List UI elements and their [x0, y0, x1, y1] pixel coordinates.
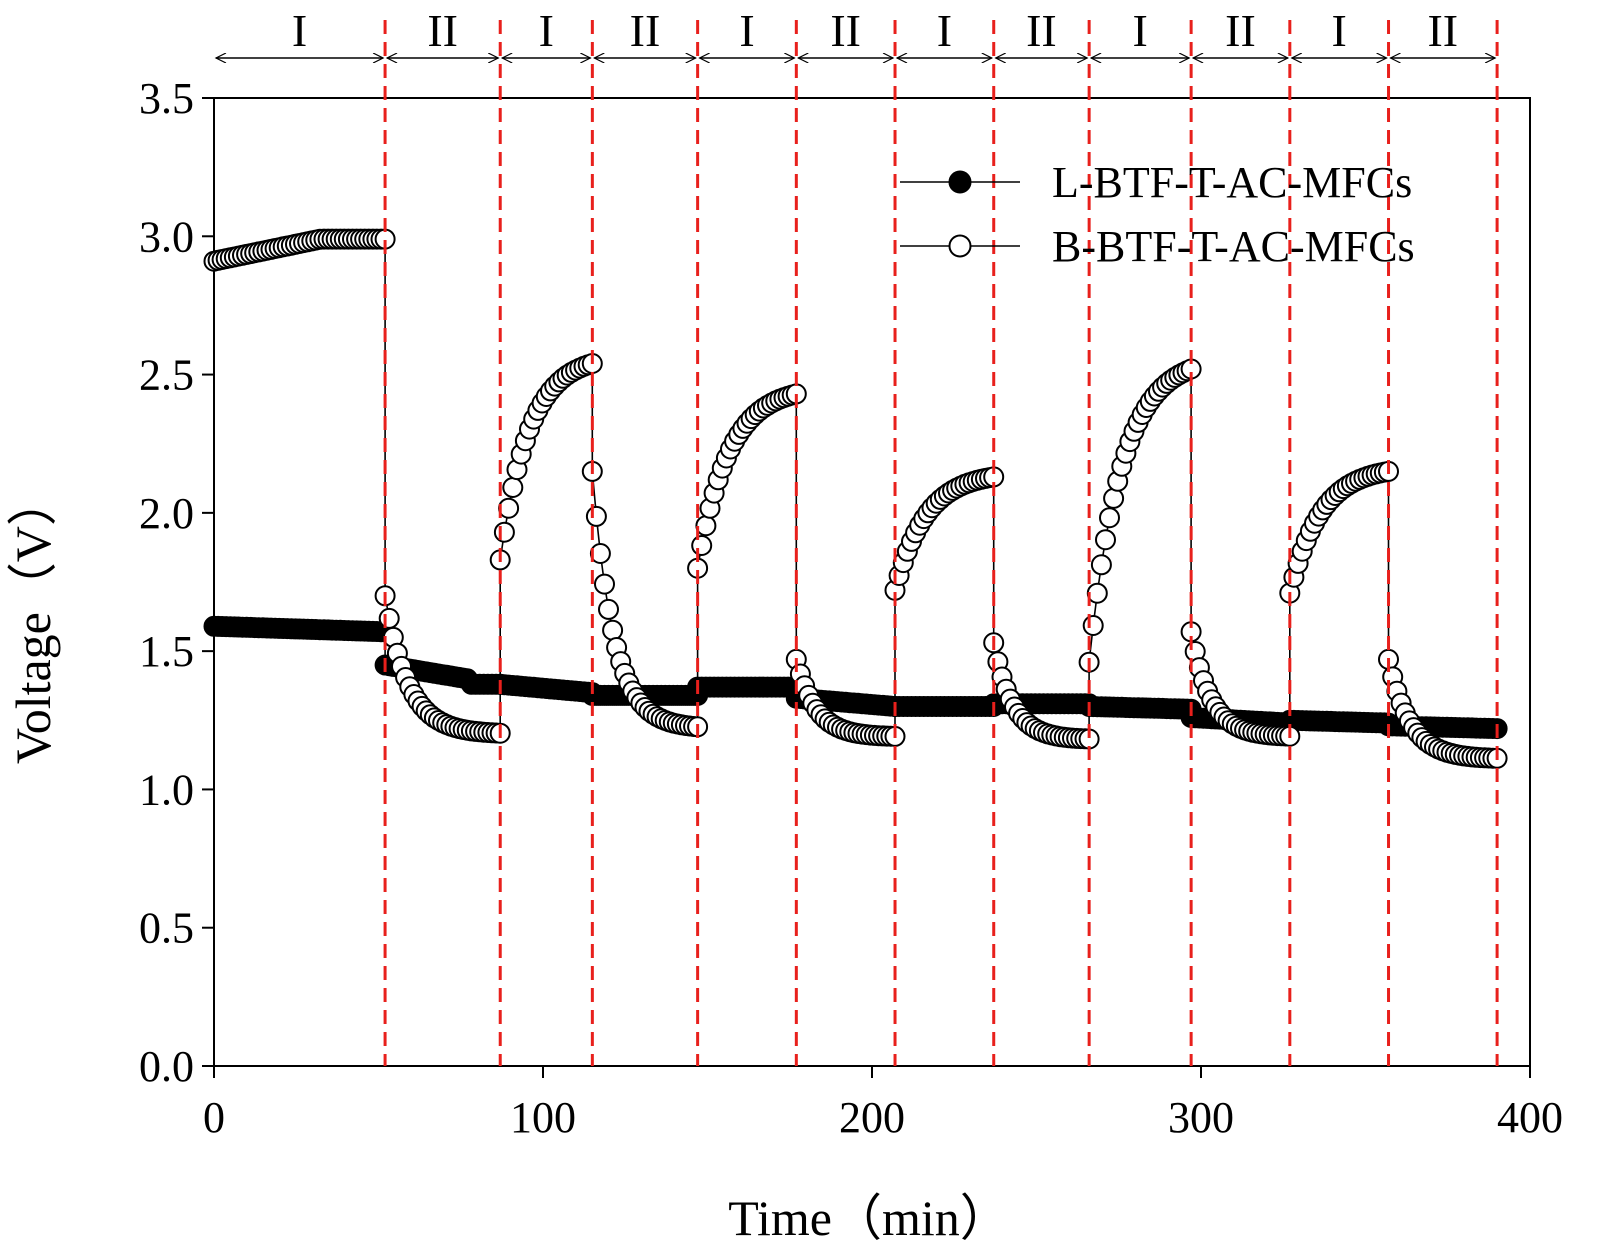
y-tick-label: 0.5 — [139, 904, 194, 953]
phase-label: II — [830, 5, 861, 56]
legend-label: L-BTF-T-AC-MFCs — [1052, 158, 1412, 207]
series-b-btf — [203, 228, 1508, 769]
y-tick-label: 2.5 — [139, 351, 194, 400]
data-point — [1082, 615, 1104, 636]
y-tick-label: 1.0 — [139, 765, 194, 814]
data-point — [691, 535, 713, 556]
phase-boundary-lines — [383, 20, 1499, 1066]
phase-label: I — [539, 5, 554, 56]
axes: 0 100 200 300 400 0.0 0.5 1.0 1.5 2.0 2.5 3.0 3.5 — [139, 74, 1563, 1142]
x-tick-label: 300 — [1168, 1093, 1234, 1142]
x-tick-label: 0 — [203, 1093, 225, 1142]
data-point — [585, 505, 607, 527]
x-tick-label: 100 — [510, 1093, 576, 1142]
y-tick-label: 2.0 — [139, 489, 194, 538]
x-tick-label: 400 — [1497, 1093, 1563, 1142]
y-tick-label: 1.5 — [139, 627, 194, 676]
data-point — [493, 521, 515, 543]
phase-label: I — [739, 5, 754, 56]
y-tick-label: 3.0 — [139, 212, 194, 261]
legend-marker — [948, 170, 972, 194]
data-point — [1099, 507, 1120, 529]
legend: L-BTF-T-AC-MFCs B-BTF-T-AC-MFCs — [900, 158, 1415, 271]
phase-label: I — [1132, 5, 1147, 56]
plot-area — [203, 228, 1508, 769]
y-tick-label: 0.0 — [139, 1042, 194, 1091]
data-point — [602, 619, 624, 641]
y-axis-title: Voltage（V） — [5, 476, 61, 764]
data-point — [1103, 487, 1125, 509]
legend-item: B-BTF-T-AC-MFCs — [900, 222, 1415, 271]
phase-label: I — [292, 5, 307, 56]
series-l-btf — [203, 615, 1508, 740]
data-point — [378, 607, 400, 629]
data-point — [695, 515, 717, 537]
data-point — [498, 497, 520, 519]
data-point — [502, 477, 524, 498]
data-point — [594, 573, 615, 595]
data-point — [1095, 529, 1116, 551]
legend-item: L-BTF-T-AC-MFCs — [900, 158, 1412, 207]
y-tick-label: 3.5 — [139, 74, 194, 123]
legend-label: B-BTF-T-AC-MFCs — [1052, 222, 1415, 271]
legend-marker — [948, 234, 972, 258]
data-point — [1086, 582, 1108, 604]
phase-label: II — [630, 5, 661, 56]
data-point — [1090, 554, 1112, 576]
phase-label: II — [1026, 5, 1057, 56]
phase-label: II — [1427, 5, 1458, 56]
phase-label: II — [427, 5, 458, 56]
data-point — [598, 598, 619, 620]
phase-label: I — [1332, 5, 1347, 56]
phase-label: I — [937, 5, 952, 56]
x-tick-label: 200 — [839, 1093, 905, 1142]
phase-annotations: I II I II I II I II I II I II — [216, 5, 1495, 58]
x-axis-title: Time（min） — [728, 1190, 1010, 1246]
phase-label: II — [1225, 5, 1256, 56]
